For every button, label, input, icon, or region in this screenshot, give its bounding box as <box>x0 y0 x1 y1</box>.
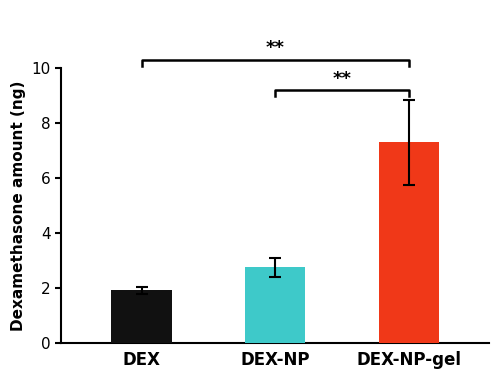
Text: **: ** <box>266 40 284 57</box>
Y-axis label: Dexamethasone amount (ng): Dexamethasone amount (ng) <box>11 80 26 331</box>
Bar <box>112 290 172 342</box>
Bar <box>378 142 439 342</box>
Bar <box>245 267 305 342</box>
Text: **: ** <box>332 70 351 88</box>
